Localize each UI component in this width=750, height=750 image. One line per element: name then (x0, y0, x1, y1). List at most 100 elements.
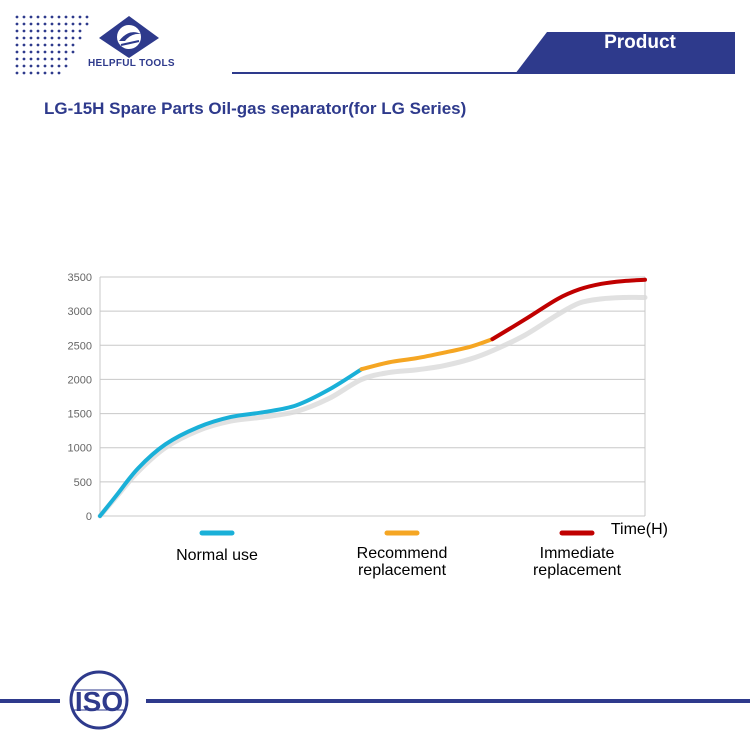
decor-dot (57, 29, 61, 33)
decor-dot (57, 36, 61, 40)
decor-dot (15, 57, 19, 61)
decor-dot (64, 50, 68, 54)
decor-dot (50, 71, 54, 75)
decor-dot (15, 36, 19, 40)
decor-dot (29, 29, 33, 33)
header-rule (232, 72, 532, 74)
decor-dot (78, 36, 82, 40)
decor-dot (57, 57, 61, 61)
decor-dot (22, 22, 26, 26)
decor-dot (22, 36, 26, 40)
decor-dot (29, 43, 33, 47)
decor-dot (64, 43, 68, 47)
series-line-2 (359, 337, 495, 372)
decor-dot (85, 15, 89, 19)
decor-dot (29, 64, 33, 68)
decor-dot (71, 43, 75, 47)
decor-dot (64, 22, 68, 26)
y-tick-label: 3500 (68, 272, 92, 284)
y-tick-label: 0 (86, 511, 92, 523)
decor-dot (29, 22, 33, 26)
page-title: LG-15H Spare Parts Oil-gas separator(for… (44, 99, 467, 118)
decor-dot (78, 22, 82, 26)
decorative-dot-pattern (15, 15, 89, 75)
y-tick-label: 3000 (68, 306, 92, 318)
decor-dot (22, 57, 26, 61)
series-line-3 (490, 277, 647, 342)
decor-dot (64, 36, 68, 40)
decor-dot (15, 43, 19, 47)
decor-dot (64, 57, 68, 61)
decor-dot (57, 64, 61, 68)
decor-dot (50, 15, 54, 19)
decor-dot (43, 50, 47, 54)
y-tick-label: 2000 (68, 374, 92, 386)
product-tab[interactable] (515, 32, 735, 74)
decor-dot (85, 22, 89, 26)
legend-label-3: Immediate replacement (533, 545, 622, 579)
legend-label-2: Recommend replacement (357, 545, 448, 579)
decor-dot (57, 50, 61, 54)
decor-dot (50, 50, 54, 54)
decor-dot (15, 50, 19, 54)
y-tick-label: 2500 (68, 340, 92, 352)
decor-dot (43, 15, 47, 19)
iso-badge-text: ISO (75, 686, 123, 717)
decor-dot (43, 43, 47, 47)
shadow-curve (97, 294, 648, 519)
decor-dot (36, 15, 40, 19)
decor-dot (50, 29, 54, 33)
decor-dot (50, 36, 54, 40)
decor-dot (71, 22, 75, 26)
footer-rule-left (0, 699, 60, 703)
decor-dot (64, 29, 68, 33)
decor-dot (15, 15, 19, 19)
decor-dot (29, 71, 33, 75)
decor-dot (29, 50, 33, 54)
decor-dot (64, 15, 68, 19)
decor-dot (29, 15, 33, 19)
decor-dot (57, 43, 61, 47)
decor-dot (22, 15, 26, 19)
decor-dot (78, 15, 82, 19)
decor-dot (22, 29, 26, 33)
decor-dot (78, 29, 82, 33)
x-axis-label: Time(H) (611, 521, 668, 538)
decor-dot (22, 43, 26, 47)
decor-dot (71, 15, 75, 19)
decor-dot (15, 71, 19, 75)
footer-rule-right (146, 699, 750, 703)
y-tick-label: 1000 (68, 443, 92, 455)
decor-dot (15, 64, 19, 68)
product-tab-label: Product (604, 32, 676, 53)
brand-name: HELPFUL TOOLS (88, 58, 175, 69)
decor-dot (43, 64, 47, 68)
decor-dot (50, 64, 54, 68)
decor-dot (15, 22, 19, 26)
iso-badge: ISO (69, 670, 129, 730)
decor-dot (36, 22, 40, 26)
decor-dot (43, 22, 47, 26)
decor-dot (71, 50, 75, 54)
decor-dot (36, 71, 40, 75)
decor-dot (36, 29, 40, 33)
decor-dot (36, 50, 40, 54)
series-line-1 (98, 367, 364, 518)
decor-dot (57, 15, 61, 19)
helpful-tools-logo (99, 16, 159, 58)
decor-dot (50, 43, 54, 47)
decor-dot (29, 57, 33, 61)
decor-dot (57, 71, 61, 75)
decor-dot (29, 36, 33, 40)
decor-dot (71, 36, 75, 40)
decor-dot (36, 57, 40, 61)
decor-dot (22, 71, 26, 75)
decor-dot (36, 64, 40, 68)
decor-dot (50, 57, 54, 61)
decor-dot (15, 29, 19, 33)
y-tick-label: 1500 (68, 409, 92, 421)
decor-dot (57, 22, 61, 26)
decor-dot (36, 36, 40, 40)
decor-dot (22, 64, 26, 68)
